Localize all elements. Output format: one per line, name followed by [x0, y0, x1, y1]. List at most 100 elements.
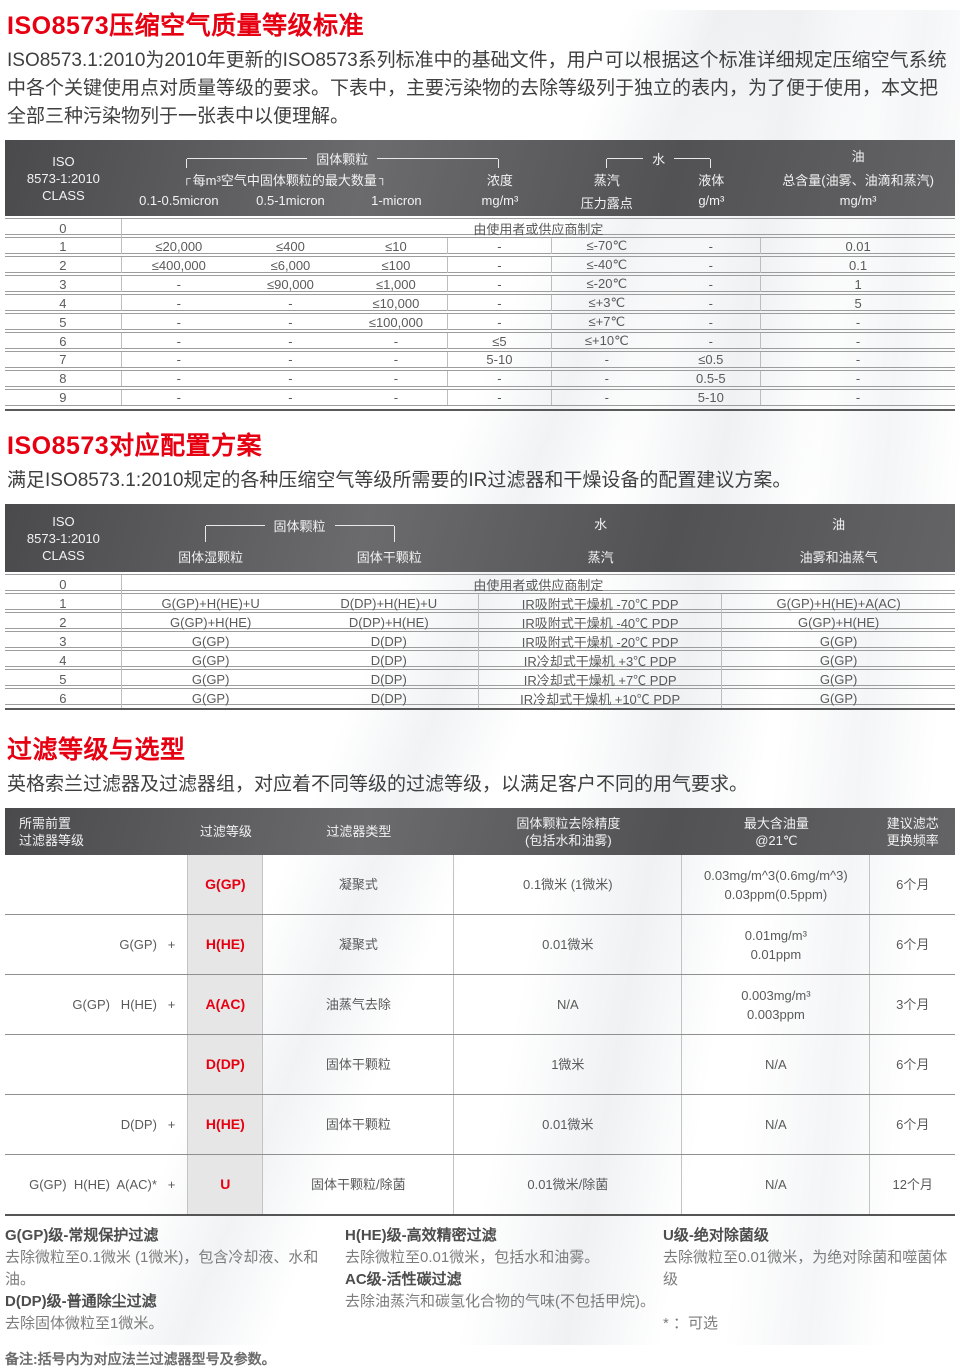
cell-prefilter: D(DP) + — [5, 1095, 189, 1154]
table-row: 6 - - - ≤5 ≤+10℃ - - — [5, 332, 955, 349]
cell-prefilter — [5, 1035, 189, 1094]
cell-particles-0.1-0.5: - — [176, 352, 182, 367]
oil-group-label: 油 — [851, 149, 865, 164]
cell-wet-particles: G(GP) — [191, 653, 230, 668]
cell-particles-1: ≤10,000 — [345, 295, 448, 311]
cell-vapor-dewpoint: ≤-20℃ — [586, 276, 628, 291]
cell-dry-particles: D(DP)+H(HE) — [299, 613, 480, 632]
cell-dryer: IR吸附式干燥机 -70℃ PDP — [479, 594, 723, 613]
cell-particles-0.5-1: - — [288, 333, 293, 349]
cell-class: 6 — [5, 333, 122, 349]
iso-class-table-header: ISO 8573-1:2010 CLASS 固体颗粒 每m³空气中固体颗粒的最大… — [5, 140, 955, 216]
cell-vapor-dewpoint: ≤-70℃ — [586, 238, 628, 253]
header-filter-grade: 过滤等级 — [199, 824, 252, 839]
cell-class: 8 — [5, 371, 122, 386]
cell-particles-1: - — [345, 390, 448, 405]
footnote-title: AC级-活性碳过滤 — [345, 1271, 462, 1288]
oil-group-label: 油 — [832, 517, 846, 532]
footnote-desc: 去除微粒至0.01微米，为绝对除菌和噬菌体级 — [663, 1249, 948, 1288]
table-row: 8 - - - - - 0.5-5 - — [5, 370, 955, 387]
table-row: 2 ≤400,000 ≤6,000 ≤100 - ≤-40℃ - 0.1 — [5, 256, 955, 273]
product-spec-page: ISO8573压缩空气质量等级标准 ISO8573.1:2010为2010年更新… — [0, 10, 960, 1369]
cell-filter-type: 固体干颗粒 — [263, 1035, 455, 1094]
filter-table-body: G(GP) 凝聚式 0.1微米 (1微米) 0.03mg/m^3(0.6mg/m… — [5, 855, 955, 1216]
cell-max-oil-content: 0.01mg/m³ 0.01ppm — [682, 915, 871, 974]
cell-removal-precision: 0.01微米 — [454, 1095, 683, 1154]
micron-col-label: 0.1-0.5micron — [139, 193, 219, 208]
table-row: D(DP) + H(HE) 固体干颗粒 0.01微米 N/A 6个月 — [5, 1095, 955, 1155]
cell-class: 4 — [5, 295, 122, 311]
cell-oil-total: - — [855, 314, 861, 330]
cell-wet-particles: G(GP) — [191, 691, 230, 706]
cell-prefilter: G(GP) H(HE) + — [5, 975, 189, 1034]
cell-dry-particles: D(DP) — [299, 670, 480, 689]
iso-class-table: ISO 8573-1:2010 CLASS 固体颗粒 每m³空气中固体颗粒的最大… — [5, 140, 955, 411]
cell-particles-0.5-1: - — [288, 314, 293, 330]
cell-dryer: IR冷却式干燥机 +7℃ PDP — [479, 670, 723, 689]
cell-filter-grade: H(HE) — [188, 1095, 264, 1154]
section-title-configuration: ISO8573对应配置方案 — [7, 432, 263, 460]
cell-oil-total: 1 — [854, 276, 862, 292]
filter-selection-table: 所需前置 过滤器等级 过滤等级 过滤器类型 固体颗粒去除精度 (包括水和油雾) … — [5, 808, 955, 1216]
cell-particles-1: - — [345, 352, 448, 367]
grade-footnotes: G(GP)级-常规保护过滤 去除微粒至0.1微米 (1微米)，包含冷却液、水和油… — [5, 1225, 955, 1335]
cell-replacement-frequency: 6个月 — [896, 937, 930, 952]
cell-concentration: - — [448, 276, 553, 292]
cell-replacement-frequency: 12个月 — [892, 1177, 933, 1192]
cell-class: 7 — [5, 352, 122, 367]
footnote-col-1: G(GP)级-常规保护过滤 去除微粒至0.1微米 (1微米)，包含冷却液、水和油… — [5, 1225, 345, 1335]
cell-liquid: - — [661, 314, 762, 330]
cell-vapor-dewpoint: ≤+7℃ — [588, 314, 626, 329]
cell-particles-0.5-1: ≤90,000 — [267, 276, 314, 292]
cell-liquid: - — [661, 238, 762, 254]
cell-particles-0.1-0.5: - — [176, 333, 182, 349]
cell-concentration: ≤5 — [448, 333, 553, 349]
cell-class: 9 — [5, 390, 122, 405]
cell-concentration: - — [448, 390, 553, 405]
table-row-class0: 0 由使用者或供应商制定 — [5, 574, 955, 594]
cell-vapor-dewpoint: - — [604, 390, 609, 405]
cell-filter-grade: H(HE) — [188, 915, 264, 974]
cell-particles-0.1-0.5: - — [176, 390, 182, 405]
particles-note: 每m³空气中固体颗粒的最大数量 — [122, 170, 448, 189]
cell-filter-grade: U — [188, 1155, 264, 1214]
cell-liquid: 5-10 — [661, 390, 762, 405]
cell-dryer: IR冷却式干燥机 +3℃ PDP — [479, 651, 723, 670]
cell-particles-0.5-1: - — [288, 371, 293, 386]
cell-filter-type: 油蒸气去除 — [263, 975, 455, 1034]
particles-group-label: 固体颗粒 — [273, 519, 326, 534]
table-row: 3 G(GP) D(DP) IR吸附式干燥机 -20℃ PDP G(GP) — [5, 631, 955, 651]
oil-unit: mg/m³ — [839, 193, 877, 208]
header-prefilter: 所需前置 过滤器等级 — [19, 815, 85, 848]
water-group-label: 水 — [594, 517, 608, 532]
table-row: D(DP) 固体干颗粒 1微米 N/A 6个月 — [5, 1035, 955, 1095]
cell-oil-filters: G(GP)+H(HE) — [797, 615, 880, 630]
cell-oil-total: - — [855, 333, 861, 349]
cell-user-defined: 由使用者或供应商制定 — [473, 222, 604, 237]
cell-dryer: IR冷却式干燥机 +10℃ PDP — [479, 689, 723, 708]
cell-oil-total: 5 — [854, 295, 862, 311]
configuration-intro: 满足ISO8573.1:2010规定的各种压缩空气等级所需要的IR过滤器和干燥设… — [7, 470, 792, 491]
table-row: 4 G(GP) D(DP) IR冷却式干燥机 +3℃ PDP G(GP) — [5, 650, 955, 670]
cell-vapor-dewpoint: - — [604, 352, 609, 367]
table-row: G(GP) H(HE) + A(AC) 油蒸气去除 N/A 0.003mg/m³… — [5, 975, 955, 1035]
configuration-table: ISO 8573-1:2010 CLASS 固体颗粒 固体湿颗粒 固体干颗粒 水… — [5, 504, 955, 710]
cell-filter-type: 固体干颗粒 — [263, 1095, 455, 1154]
footnote-desc: 去除微粒至0.01微米，包括水和油雾。 — [345, 1249, 600, 1266]
cell-particles-0.1-0.5: - — [176, 314, 182, 330]
footnote-col-2: H(HE)级-高效精密过滤 去除微粒至0.01微米，包括水和油雾。 AC级-活性… — [345, 1225, 663, 1335]
cell-particles-0.1-0.5: - — [176, 371, 182, 386]
water-group-label: 水 — [652, 152, 666, 167]
cell-replacement-frequency: 3个月 — [896, 997, 930, 1012]
oil-mist-vapor-label: 油雾和油蒸气 — [799, 550, 878, 565]
cell-class: 1 — [5, 238, 122, 254]
cell-oil-filters: G(GP) — [819, 672, 858, 687]
dry-particles-label: 固体干颗粒 — [356, 550, 422, 565]
cell-max-oil-content: 0.003mg/m³ 0.003ppm — [682, 975, 871, 1034]
cell-prefilter: G(GP) + — [5, 915, 189, 974]
cell-wet-particles: G(GP)+H(HE)+U — [161, 596, 260, 611]
table-row: G(GP) 凝聚式 0.1微米 (1微米) 0.03mg/m^3(0.6mg/m… — [5, 855, 955, 915]
footnote-desc: 去除油蒸汽和碳氢化合物的气味(不包括甲烷)。 — [345, 1293, 655, 1310]
footnote-optional: * ：可选 — [663, 1315, 719, 1332]
cell-removal-precision: 0.01微米 — [454, 915, 683, 974]
